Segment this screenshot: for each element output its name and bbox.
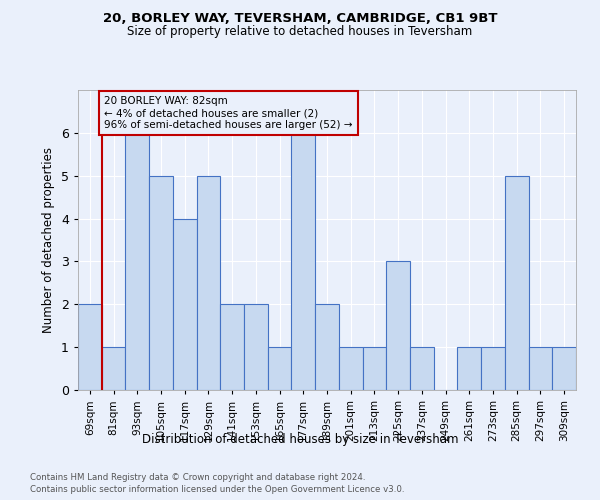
Bar <box>362 347 386 390</box>
Bar <box>339 347 362 390</box>
Bar <box>457 347 481 390</box>
Text: 20, BORLEY WAY, TEVERSHAM, CAMBRIDGE, CB1 9BT: 20, BORLEY WAY, TEVERSHAM, CAMBRIDGE, CB… <box>103 12 497 26</box>
Bar <box>315 304 339 390</box>
Bar <box>505 176 529 390</box>
Bar <box>410 347 434 390</box>
Text: Contains public sector information licensed under the Open Government Licence v3: Contains public sector information licen… <box>30 485 404 494</box>
Bar <box>481 347 505 390</box>
Bar <box>149 176 173 390</box>
Bar <box>244 304 268 390</box>
Bar <box>529 347 552 390</box>
Text: Contains HM Land Registry data © Crown copyright and database right 2024.: Contains HM Land Registry data © Crown c… <box>30 472 365 482</box>
Bar <box>78 304 102 390</box>
Bar <box>268 347 292 390</box>
Bar <box>173 218 197 390</box>
Text: 20 BORLEY WAY: 82sqm
← 4% of detached houses are smaller (2)
96% of semi-detache: 20 BORLEY WAY: 82sqm ← 4% of detached ho… <box>104 96 353 130</box>
Bar <box>197 176 220 390</box>
Bar <box>552 347 576 390</box>
Bar <box>220 304 244 390</box>
Text: Size of property relative to detached houses in Teversham: Size of property relative to detached ho… <box>127 25 473 38</box>
Text: Distribution of detached houses by size in Teversham: Distribution of detached houses by size … <box>142 432 458 446</box>
Bar <box>292 133 315 390</box>
Y-axis label: Number of detached properties: Number of detached properties <box>43 147 55 333</box>
Bar <box>125 133 149 390</box>
Bar <box>386 262 410 390</box>
Bar <box>102 347 125 390</box>
